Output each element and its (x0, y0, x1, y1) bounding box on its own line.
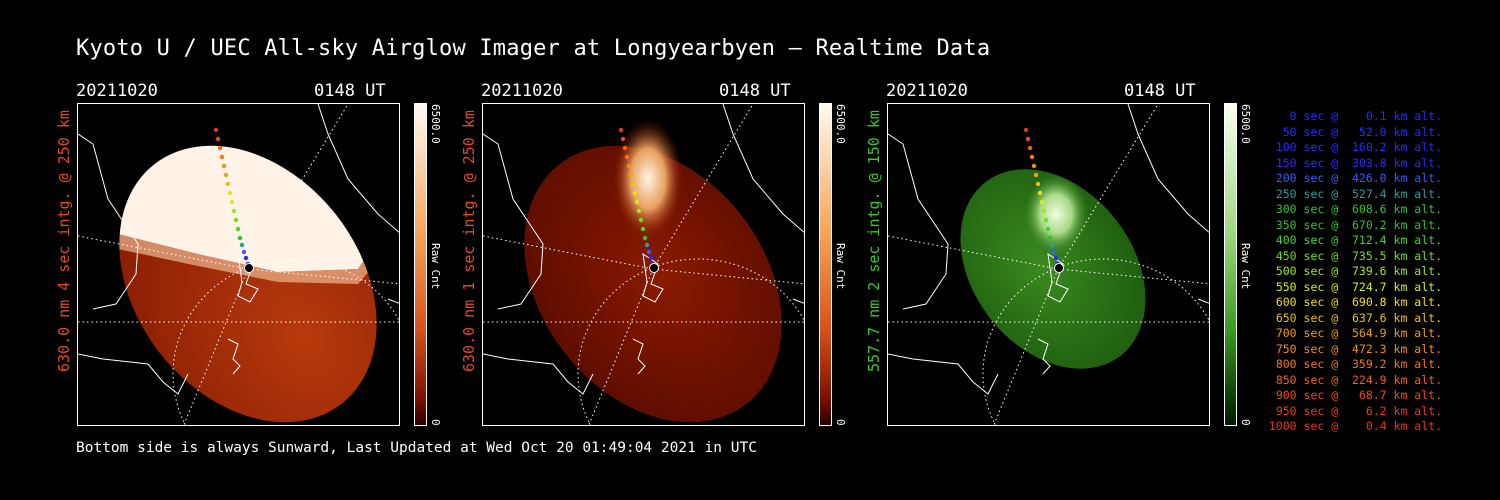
aurora-arc (1024, 174, 1088, 254)
panel3-colorbar (1224, 103, 1237, 426)
legend-entry: 50 sec @ 52.0 km alt. (1268, 124, 1442, 139)
legend-entry: 750 sec @ 472.3 km alt. (1268, 341, 1442, 356)
panel3-cbar-max: 6500.0 (1239, 104, 1252, 144)
allsky-image (524, 145, 782, 423)
grid-lines (888, 104, 1209, 425)
legend-entry: 850 sec @ 224.9 km alt. (1268, 372, 1442, 387)
grid-lines (483, 104, 804, 425)
aurora-arc (613, 119, 683, 239)
panel1-time: 0148 UT (314, 81, 386, 101)
panel1-side-label: 630.0 nm 4 sec intg. @ 250 km (55, 110, 73, 372)
legend-entry: 300 sec @ 608.6 km alt. (1268, 202, 1442, 216)
panel2-cbar-unit: Raw Cnt (834, 243, 847, 290)
footer-note: Bottom side is always Sunward, Last Upda… (76, 440, 757, 456)
panel2-cbar-max: 6500.0 (834, 104, 847, 144)
legend-entry: 0 sec @ 0.1 km alt. (1268, 109, 1442, 123)
legend-entry: 450 sec @ 735.5 km alt. (1268, 248, 1442, 263)
grid-lines (78, 104, 399, 425)
coastline (483, 104, 804, 395)
panel3-image (887, 103, 1210, 426)
panel1-date: 20211020 (76, 81, 158, 101)
legend-entry: 900 sec @ 68.7 km alt. (1268, 388, 1442, 402)
panel1-cbar-max: 6500.0 (429, 104, 442, 144)
legend-entry: 550 sec @ 724.7 km alt. (1268, 279, 1442, 294)
panel2-cbar-min: 0 (834, 419, 847, 426)
trajectory-dots (1023, 127, 1064, 273)
trajectory-dots (618, 127, 659, 273)
panel1-colorbar (414, 103, 427, 426)
legend-entry: 350 sec @ 670.2 km alt. (1268, 217, 1442, 232)
coastline (78, 104, 399, 395)
legend-entry: 950 sec @ 6.2 km alt. (1268, 403, 1442, 418)
allsky-image (960, 169, 1146, 369)
panel1-cbar-unit: Raw Cnt (429, 243, 442, 290)
panel1-cbar-min: 0 (429, 419, 442, 426)
panel3-cbar-min: 0 (1239, 419, 1252, 426)
panel2-time: 0148 UT (719, 81, 791, 101)
legend-entry: 600 sec @ 690.8 km alt. (1268, 295, 1442, 309)
legend-entry: 700 sec @ 564.9 km alt. (1268, 326, 1442, 340)
legend-entry: 150 sec @ 303.8 km alt. (1268, 155, 1442, 170)
legend-entry: 250 sec @ 527.4 km alt. (1268, 186, 1442, 201)
page-title: Kyoto U / UEC All-sky Airglow Imager at … (76, 36, 991, 61)
legend-entry: 800 sec @ 359.2 km alt. (1268, 357, 1442, 371)
legend-entry: 1000 sec @ 0.4 km alt. (1268, 419, 1442, 433)
panel2-image (482, 103, 805, 426)
legend-entry: 400 sec @ 712.4 km alt. (1268, 233, 1442, 247)
trajectory-legend: 0 sec @ 0.1 km alt. 50 sec @ 52.0 km alt… (1262, 109, 1442, 435)
legend-entry: 200 sec @ 426.0 km alt. (1268, 171, 1442, 185)
trajectory-dots (213, 127, 254, 273)
panel1-image (77, 103, 400, 426)
legend-entry: 100 sec @ 160.2 km alt. (1268, 140, 1442, 154)
legend-entry: 500 sec @ 739.6 km alt. (1268, 264, 1442, 278)
panel2-date: 20211020 (481, 81, 563, 101)
panel3-date: 20211020 (886, 81, 968, 101)
panel3-side-label: 557.7 nm 2 sec intg. @ 150 km (865, 110, 883, 372)
panel2-colorbar (819, 103, 832, 426)
legend-entry: 650 sec @ 637.6 km alt. (1268, 310, 1442, 325)
panel2-side-label: 630.0 nm 1 sec intg. @ 250 km (460, 110, 478, 372)
panel3-time: 0148 UT (1124, 81, 1196, 101)
panel3-cbar-unit: Raw Cnt (1239, 243, 1252, 290)
coastline (888, 104, 1209, 395)
